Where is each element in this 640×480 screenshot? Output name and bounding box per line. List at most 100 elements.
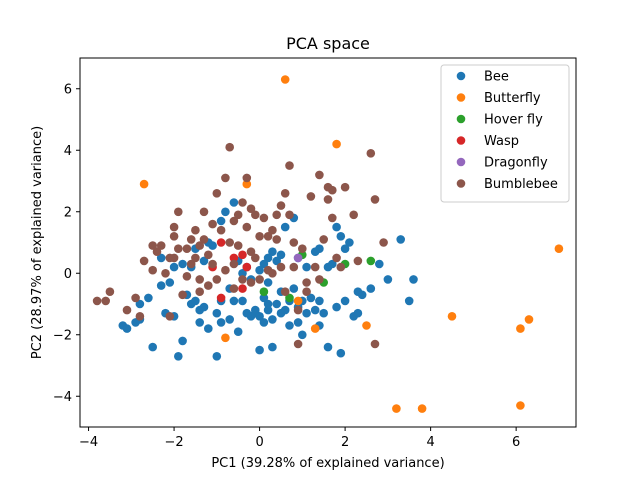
data-point [156, 241, 166, 250]
data-point [242, 262, 252, 272]
data-point [268, 247, 277, 256]
data-point [221, 265, 230, 275]
data-point [328, 259, 337, 269]
data-point [319, 235, 329, 244]
data-point [302, 308, 311, 318]
data-point [251, 253, 260, 263]
data-point [366, 149, 376, 158]
data-point [362, 321, 371, 330]
data-point [293, 296, 303, 306]
data-point [144, 293, 153, 303]
data-point [255, 275, 264, 284]
data-point [293, 318, 303, 327]
data-point [272, 256, 282, 266]
x-axis-label: PC1 (39.28% of explained variance) [211, 456, 444, 471]
data-point [332, 139, 341, 149]
data-point [370, 339, 380, 349]
data-point [161, 269, 170, 278]
data-point [268, 225, 277, 235]
data-point [259, 318, 269, 327]
data-point [417, 404, 427, 413]
data-point [216, 216, 226, 226]
data-point [238, 296, 247, 306]
data-point [404, 296, 414, 306]
data-point [340, 182, 350, 192]
data-point [152, 247, 162, 256]
data-point [323, 195, 333, 204]
data-point [276, 201, 286, 210]
legend-marker [456, 179, 466, 188]
data-point [225, 238, 234, 247]
data-point [186, 259, 196, 269]
data-point [310, 262, 320, 272]
data-point [310, 305, 320, 315]
data-point [280, 287, 290, 297]
data-point [255, 312, 264, 321]
data-point [289, 284, 299, 293]
data-point [195, 275, 204, 284]
data-point [289, 262, 299, 272]
data-point [191, 225, 200, 235]
data-point [233, 241, 243, 250]
data-point [195, 318, 204, 327]
data-point [255, 265, 264, 275]
legend-marker [456, 136, 466, 145]
data-point [225, 142, 234, 152]
data-point [246, 278, 256, 287]
y-axis-label: PC2 (28.97% of explained variance) [30, 126, 45, 359]
data-point [92, 296, 102, 306]
data-point [379, 238, 388, 247]
x-axis-ticks: −4 −2 0 2 4 6 [79, 427, 520, 450]
data-point [293, 339, 303, 349]
data-point [148, 241, 157, 250]
data-point [199, 235, 209, 244]
data-point [191, 253, 200, 263]
data-point [212, 189, 222, 198]
points-layer [92, 75, 564, 413]
data-point [306, 293, 316, 303]
data-point [353, 256, 363, 266]
y-tick-label: 6 [64, 82, 72, 97]
data-point [204, 250, 213, 260]
data-point [315, 170, 324, 180]
data-point [310, 247, 320, 256]
data-point [293, 253, 303, 263]
data-point [246, 247, 256, 256]
y-tick-label: −2 [53, 328, 72, 343]
data-point [272, 210, 282, 220]
data-point [135, 312, 145, 321]
data-point [105, 287, 115, 297]
legend-marker [456, 114, 466, 124]
data-point [336, 232, 346, 241]
data-point [276, 250, 286, 260]
data-point [122, 324, 132, 333]
data-point [349, 210, 359, 220]
data-point [208, 219, 217, 229]
data-point [268, 269, 277, 278]
data-point [268, 342, 277, 352]
data-point [447, 312, 457, 321]
data-point [259, 293, 269, 303]
x-tick-label: 6 [512, 435, 520, 450]
data-point [221, 207, 230, 217]
data-point [524, 315, 534, 324]
data-point [268, 315, 277, 324]
data-point [242, 179, 252, 189]
data-point [392, 404, 401, 413]
data-point [336, 262, 346, 272]
data-point [135, 299, 145, 309]
data-point [332, 302, 341, 312]
data-point [195, 287, 204, 297]
data-point [204, 324, 213, 333]
data-point [285, 210, 294, 220]
data-point [323, 342, 333, 352]
data-point [276, 308, 286, 318]
data-point [148, 342, 157, 352]
data-point [345, 238, 354, 247]
data-point [178, 259, 187, 269]
data-point [366, 256, 376, 266]
legend: Bee Butterfly Hover fly Wasp Dragonfly Bumble… [440, 64, 570, 203]
legend-marker [456, 71, 466, 81]
data-point [246, 204, 256, 213]
